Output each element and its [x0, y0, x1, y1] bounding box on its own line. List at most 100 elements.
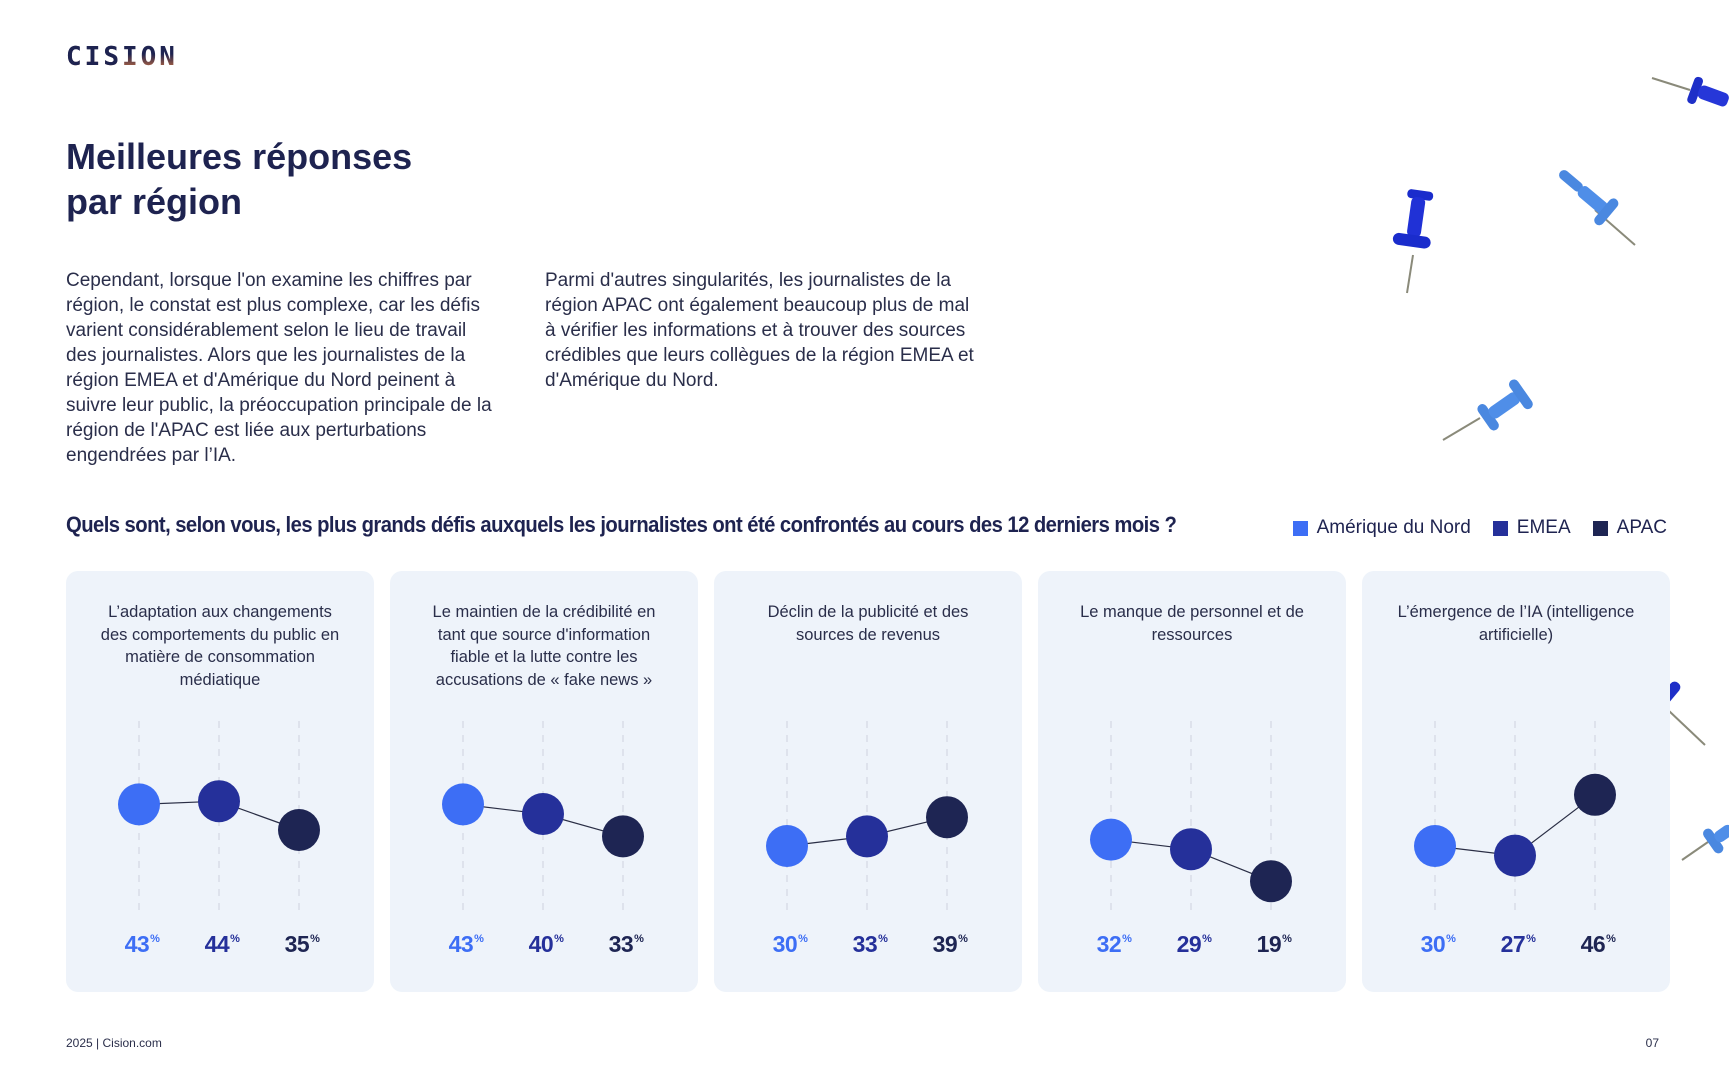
percent-number: 43 — [124, 931, 150, 957]
percent-value: 30% — [1421, 931, 1456, 958]
percent-sign: % — [310, 933, 320, 945]
percent-value: 40% — [529, 931, 564, 958]
percent-value: 43% — [125, 931, 160, 958]
challenge-cards: L’adaptation aux changements des comport… — [66, 571, 1670, 992]
percent-number: 29 — [1176, 931, 1202, 957]
data-point — [846, 815, 888, 858]
footer-copyright: 2025 | Cision.com — [66, 1036, 162, 1050]
chart-legend: Amérique du Nord EMEA APAC — [1292, 517, 1667, 539]
percent-sign: % — [1526, 933, 1536, 945]
legend-item-emea: EMEA — [1492, 517, 1571, 539]
card-title: Le maintien de la crédibilité en tant qu… — [432, 603, 656, 689]
card-title: L’adaptation aux changements des comport… — [100, 603, 340, 689]
data-point — [766, 825, 808, 867]
page-number: 07 — [1645, 1036, 1659, 1050]
percent-number: 43 — [448, 931, 474, 957]
challenge-card: L’émergence de l’IA (intelligence artifi… — [1362, 571, 1670, 992]
value-labels: 43% 40% 33% — [390, 931, 698, 961]
percent-value: 29% — [1177, 931, 1212, 958]
challenge-card: Déclin de la publicité et des sources de… — [714, 571, 1022, 992]
value-labels: 32% 29% 19% — [1038, 931, 1346, 961]
cision-logo: CISION — [66, 42, 178, 72]
percent-value: 33% — [609, 931, 644, 958]
data-point — [926, 796, 968, 839]
dot-chart — [1414, 721, 1616, 916]
percent-number: 30 — [1420, 931, 1446, 957]
percent-number: 33 — [852, 931, 878, 957]
dot-chart — [442, 721, 644, 916]
legend-label: EMEA — [1516, 517, 1571, 538]
data-point — [278, 809, 320, 851]
data-point — [1250, 860, 1292, 903]
percent-value: 35% — [285, 931, 320, 958]
data-point — [1170, 828, 1212, 871]
page-title-line-2: par région — [66, 181, 243, 222]
percent-sign: % — [958, 933, 968, 945]
percent-value: 32% — [1097, 931, 1132, 958]
legend-label: APAC — [1616, 517, 1667, 538]
pushpin-icon — [1651, 76, 1729, 107]
data-point — [1494, 834, 1536, 877]
challenge-card: L’adaptation aux changements des comport… — [66, 571, 374, 992]
percent-value: 43% — [449, 931, 484, 958]
percent-value: 27% — [1501, 931, 1536, 958]
legend-swatch-apac — [1592, 520, 1608, 536]
pushpin-icon — [1559, 170, 1636, 246]
intro-paragraph-2: Parmi d'autres singularités, les journal… — [545, 270, 974, 391]
percent-number: 40 — [528, 931, 554, 957]
card-title: L’émergence de l’IA (intelligence artifi… — [1397, 603, 1635, 644]
percent-sign: % — [1282, 933, 1292, 945]
challenge-card: Le maintien de la crédibilité en tant qu… — [390, 571, 698, 992]
percent-sign: % — [1202, 933, 1212, 945]
value-labels: 43% 44% 35% — [66, 931, 374, 961]
percent-sign: % — [634, 933, 644, 945]
logo-text: CISION — [66, 42, 178, 72]
card-title: Déclin de la publicité et des sources de… — [767, 603, 969, 644]
chart-question: Quels sont, selon vous, les plus grands … — [66, 512, 1177, 537]
card-title: Le manque de personnel et de ressources — [1080, 603, 1304, 644]
percent-sign: % — [1122, 933, 1132, 945]
page-title-line-1: Meilleures réponses — [66, 136, 413, 177]
percent-value: 44% — [205, 931, 240, 958]
percent-number: 39 — [932, 931, 958, 957]
percent-number: 35 — [284, 931, 310, 957]
dot-chart — [766, 721, 968, 916]
percent-number: 44 — [204, 931, 230, 957]
challenge-card: Le manque de personnel et de ressources … — [1038, 571, 1346, 992]
pushpin-icon — [1442, 379, 1533, 441]
percent-value: 33% — [853, 931, 888, 958]
percent-value: 19% — [1257, 931, 1292, 958]
percent-sign: % — [878, 933, 888, 945]
percent-sign: % — [150, 933, 160, 945]
data-point — [442, 783, 484, 826]
data-point — [198, 780, 240, 823]
percent-number: 27 — [1500, 931, 1526, 957]
intro-paragraph-1: Cependant, lorsque l'on examine les chif… — [66, 270, 492, 466]
percent-sign: % — [230, 933, 240, 945]
percent-sign: % — [554, 933, 564, 945]
percent-sign: % — [1606, 933, 1616, 945]
legend-label: Amérique du Nord — [1316, 517, 1471, 538]
percent-value: 30% — [773, 931, 808, 958]
data-point — [118, 783, 160, 826]
percent-number: 46 — [1580, 931, 1606, 957]
percent-number: 32 — [1096, 931, 1122, 957]
pushpin-icon — [1681, 824, 1729, 861]
data-point — [602, 815, 644, 858]
page-title: Meilleures réponses par région — [66, 134, 566, 224]
data-point — [1414, 825, 1456, 867]
percent-number: 30 — [772, 931, 798, 957]
percent-sign: % — [798, 933, 808, 945]
value-labels: 30% 33% 39% — [714, 931, 1022, 961]
percent-sign: % — [474, 933, 484, 945]
percent-value: 46% — [1581, 931, 1616, 958]
data-point — [1574, 773, 1616, 816]
percent-number: 19 — [1256, 931, 1282, 957]
legend-swatch-emea — [1492, 520, 1508, 536]
data-point — [1090, 818, 1132, 861]
percent-number: 33 — [608, 931, 634, 957]
legend-swatch-north-america — [1292, 520, 1308, 536]
legend-item-apac: APAC — [1592, 517, 1667, 539]
percent-sign: % — [1446, 933, 1456, 945]
value-labels: 30% 27% 46% — [1362, 931, 1670, 961]
